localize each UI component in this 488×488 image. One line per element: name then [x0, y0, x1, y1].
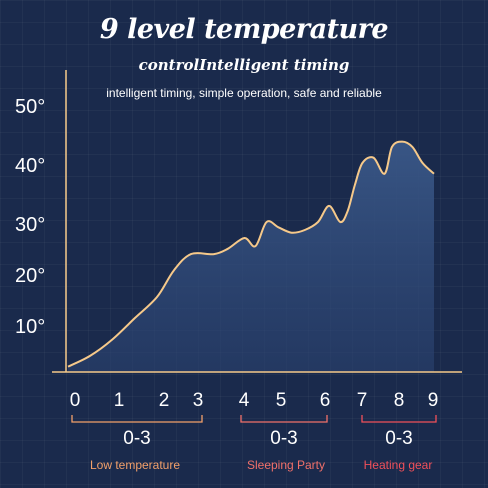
y-tick-label: 50° — [15, 96, 45, 118]
y-tick-label: 20° — [15, 265, 45, 287]
temperature-curve — [67, 140, 435, 368]
group-bracket — [240, 415, 328, 423]
chart-subtitle: controlIntelligent timing — [138, 56, 350, 74]
y-tick-label: 30° — [15, 214, 45, 236]
group-range-label: 0-3 — [123, 428, 150, 449]
y-tick-label: 10° — [15, 316, 45, 338]
tagline: intelligent timing, simple operation, sa… — [106, 86, 382, 100]
group-range-label: 0-3 — [385, 428, 412, 449]
x-tick-label: 8 — [394, 390, 405, 411]
group-label-low: Low temperature — [89, 458, 181, 472]
x-tick-label: 1 — [114, 390, 125, 411]
x-tick-label: 6 — [320, 390, 331, 411]
x-tick-label: 9 — [428, 390, 439, 411]
group-label-sleeping: Sleeping Party — [246, 458, 326, 472]
group-bracket — [361, 415, 437, 423]
chart-title: 9 level temperature — [99, 14, 389, 45]
x-tick-label: 0 — [70, 390, 81, 411]
x-tick-label: 7 — [357, 390, 368, 411]
x-tick-label: 5 — [276, 390, 287, 411]
x-tick-label: 2 — [159, 390, 170, 411]
y-tick-label: 40° — [15, 155, 45, 177]
group-bracket — [71, 415, 203, 423]
group-label-heating: Heating gear — [363, 458, 433, 472]
x-tick-label: 3 — [193, 390, 204, 411]
area-fill — [68, 141, 434, 372]
x-tick-label: 4 — [239, 390, 250, 411]
group-range-label: 0-3 — [270, 428, 297, 449]
